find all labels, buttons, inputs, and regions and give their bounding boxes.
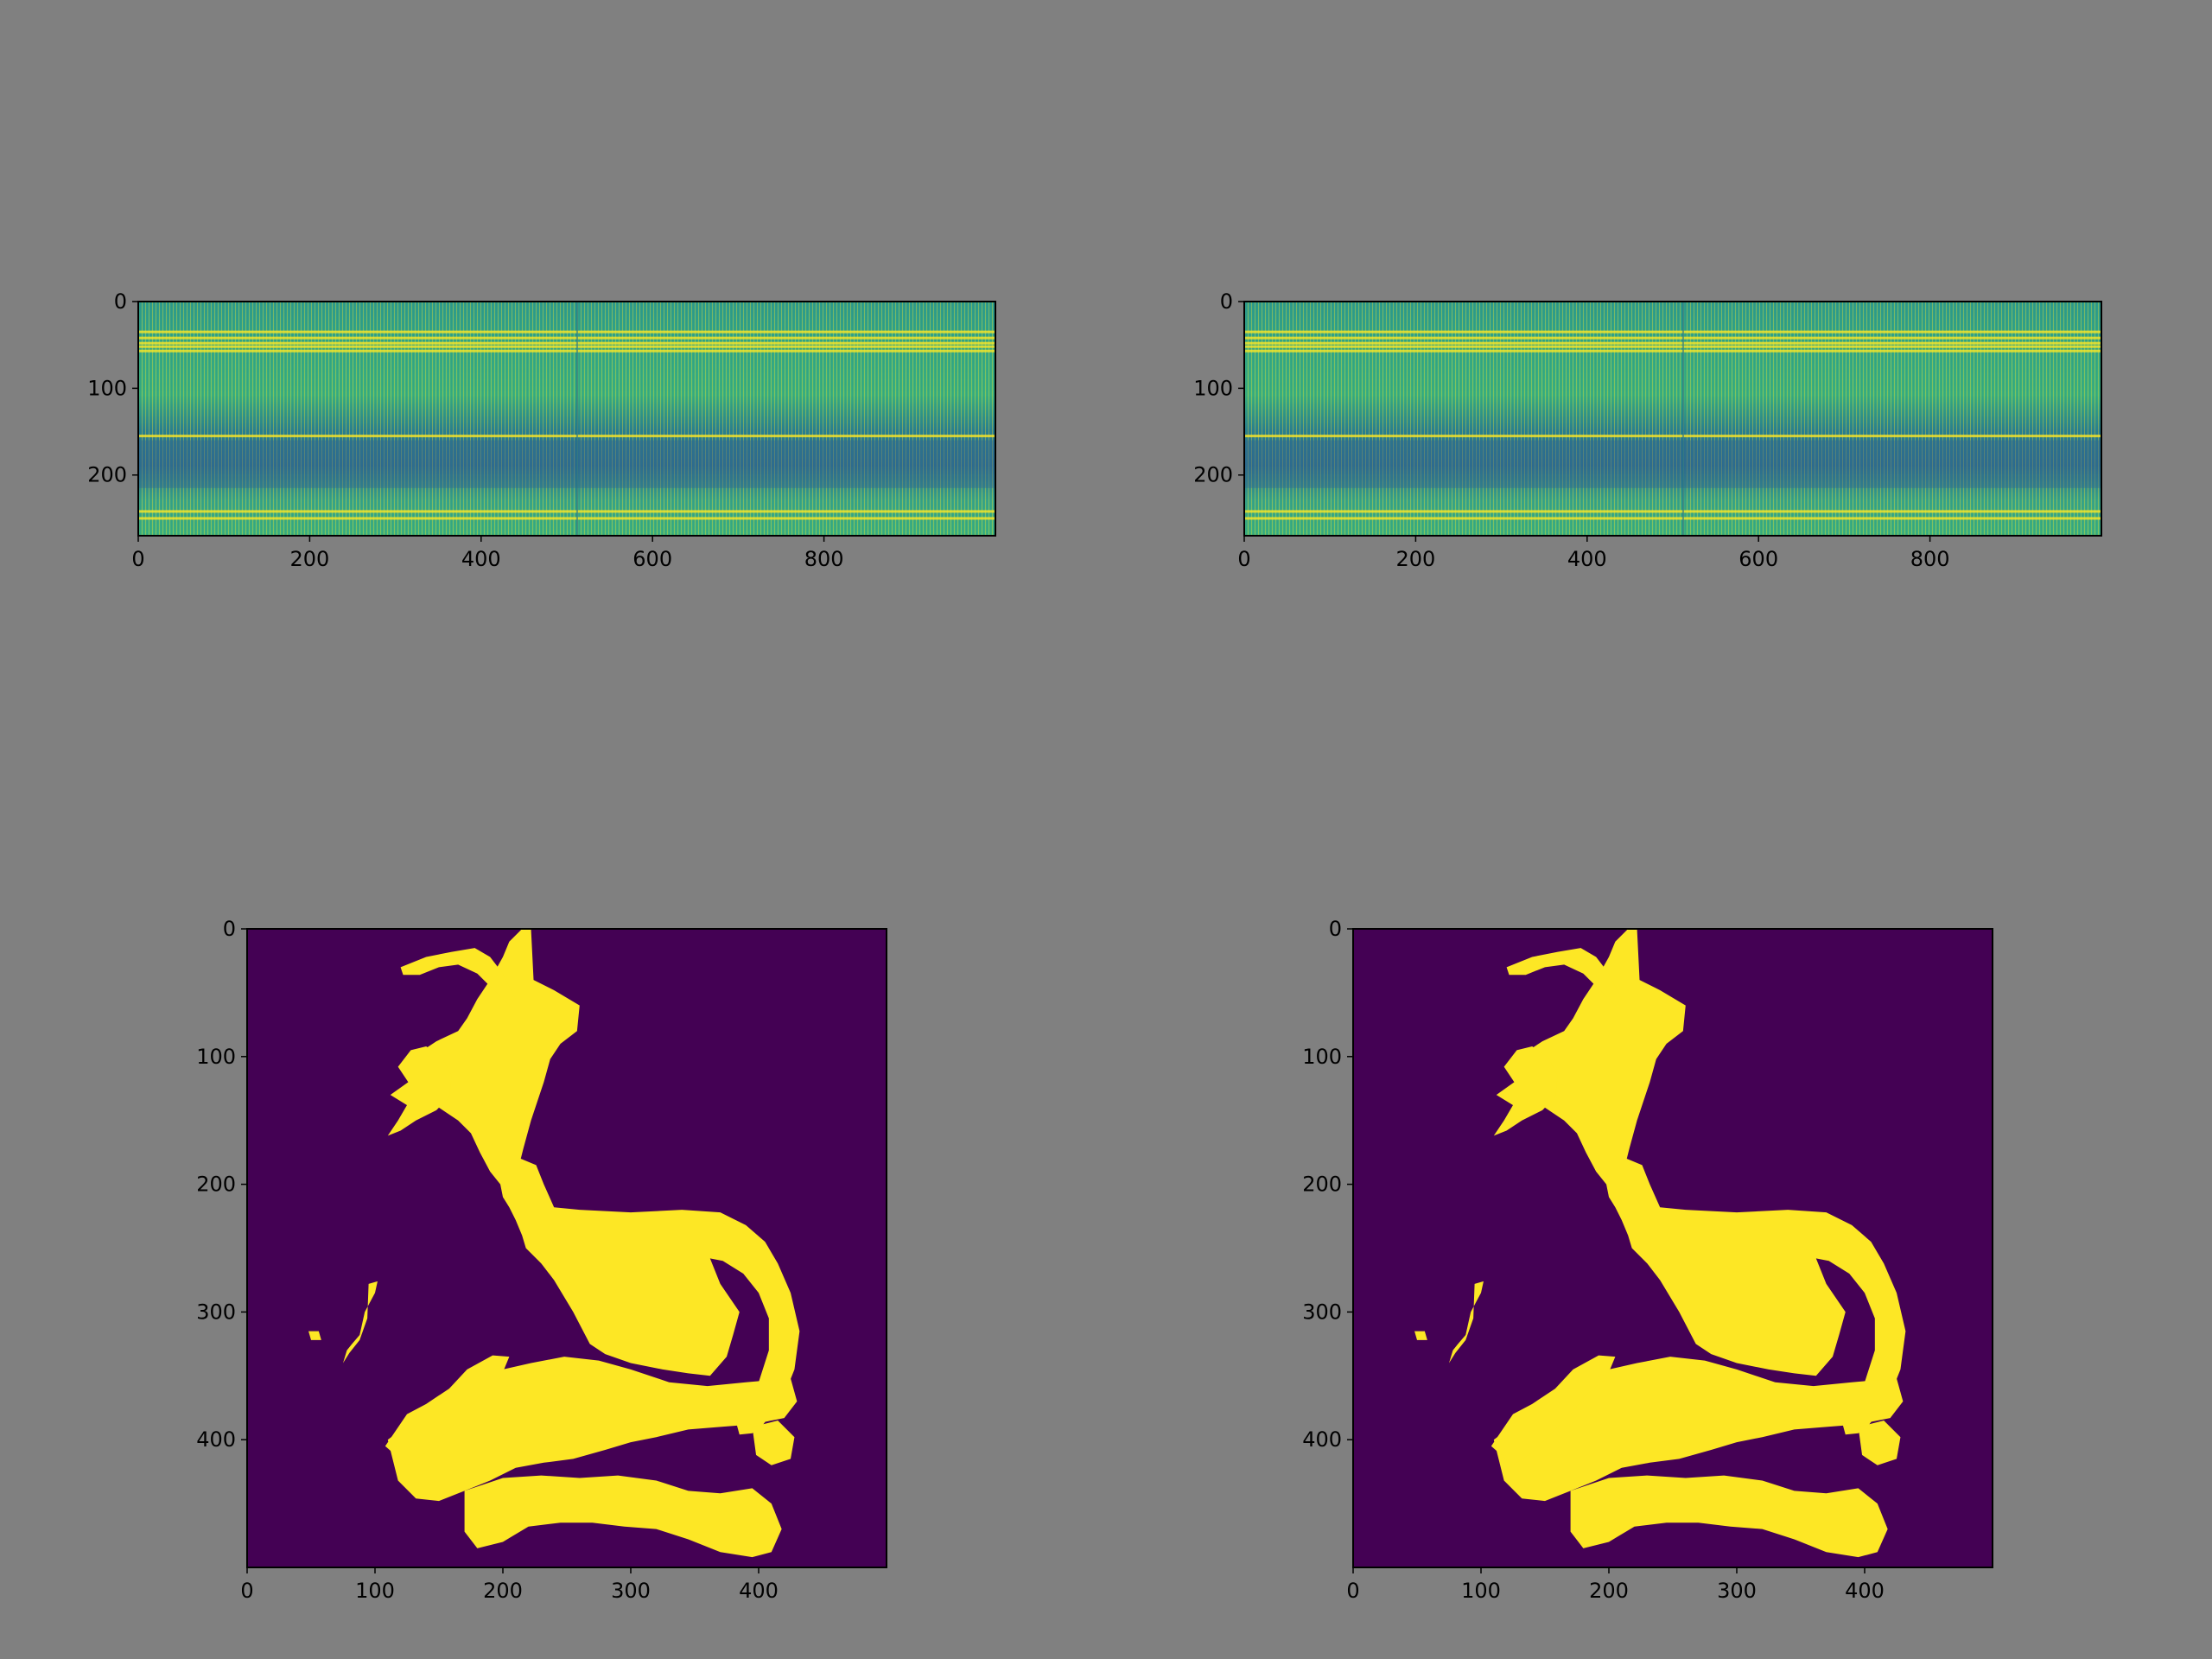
bright-row: [1244, 435, 2101, 438]
panel-top-right: 0 200 400 600 800 0 100 200: [1193, 289, 2102, 571]
x-tick-label: 800: [1910, 547, 1950, 571]
dark-band: [138, 440, 995, 488]
heatmap-stripes: [138, 302, 995, 536]
y-tick-label: 200: [1302, 1173, 1342, 1197]
axes-frame: [1243, 301, 2102, 537]
heatmap-seam: [1682, 302, 1684, 536]
x-tick-label: 200: [1395, 547, 1435, 571]
y-tick-label: 400: [196, 1427, 236, 1452]
bright-row: [138, 510, 995, 513]
bright-row: [1244, 345, 2101, 348]
bright-row: [138, 341, 995, 345]
x-tick-label: 200: [483, 1579, 523, 1603]
axes-frame: [1352, 928, 1993, 1568]
y-tick-label: 100: [196, 1045, 236, 1069]
y-tick-label: 100: [1302, 1045, 1342, 1069]
x-tick-label: 300: [611, 1579, 651, 1603]
y-tick-label: 300: [1302, 1300, 1342, 1324]
panel-top-left: 0 200 400 600 800 0 100 200: [87, 289, 996, 571]
bright-row: [1244, 349, 2101, 353]
y-tick-label: 0: [223, 917, 236, 941]
y-axis: 0 100 200 300 400: [1302, 917, 1353, 1452]
x-tick-label: 600: [632, 547, 672, 571]
heatmap-seam: [576, 302, 578, 536]
x-tick-label: 100: [355, 1579, 395, 1603]
heatmap-stripes: [1244, 302, 2101, 536]
heatmap-rows: [1244, 330, 2101, 520]
y-tick-label: 200: [196, 1173, 236, 1197]
y-axis: 0 100 200 300 400: [196, 917, 247, 1452]
x-tick-label: 0: [131, 547, 144, 571]
bright-row: [1244, 517, 2101, 520]
y-tick-label: 100: [87, 376, 127, 400]
x-tick-label: 300: [1717, 1579, 1757, 1603]
x-tick-label: 600: [1738, 547, 1778, 571]
y-tick-label: 0: [114, 289, 127, 314]
bright-row: [1244, 330, 2101, 334]
dark-band: [1244, 440, 2101, 488]
bright-row: [138, 336, 995, 340]
x-tick-label: 200: [1589, 1579, 1629, 1603]
y-tick-label: 300: [196, 1300, 236, 1324]
x-tick-label: 400: [1845, 1579, 1885, 1603]
panel-bottom-right: 0 100 200 300 400 0 100 200 300 400: [1302, 917, 1993, 1603]
bright-row: [138, 349, 995, 353]
bright-row: [1244, 510, 2101, 513]
x-axis: 0 200 400 600 800: [131, 536, 844, 571]
y-axis: 0 100 200: [1193, 289, 1244, 487]
y-axis: 0 100 200: [87, 289, 138, 487]
bright-row: [138, 345, 995, 348]
x-tick-label: 200: [289, 547, 329, 571]
x-axis: 0 100 200 300 400: [1346, 1567, 1885, 1603]
x-tick-label: 0: [240, 1579, 253, 1603]
axes-frame: [137, 301, 996, 537]
x-tick-label: 0: [1237, 547, 1250, 571]
x-tick-label: 400: [739, 1579, 779, 1603]
x-tick-label: 800: [804, 547, 844, 571]
heatmap-rows: [138, 330, 995, 520]
y-tick-label: 0: [1329, 917, 1342, 941]
x-axis: 0 100 200 300 400: [240, 1567, 779, 1603]
x-axis: 0 200 400 600 800: [1237, 536, 1950, 571]
axes-frame: [246, 928, 887, 1568]
bright-row: [138, 435, 995, 438]
y-tick-label: 200: [1193, 463, 1233, 487]
bright-row: [138, 517, 995, 520]
x-tick-label: 0: [1346, 1579, 1359, 1603]
y-tick-label: 0: [1220, 289, 1233, 314]
y-tick-label: 100: [1193, 376, 1233, 400]
x-tick-label: 400: [461, 547, 501, 571]
y-tick-label: 200: [87, 463, 127, 487]
x-tick-label: 400: [1567, 547, 1607, 571]
panel-bottom-left: 0 100 200 300 400 0 100 200 300 400: [196, 917, 887, 1603]
y-tick-label: 400: [1302, 1427, 1342, 1452]
bright-row: [1244, 341, 2101, 345]
x-tick-label: 100: [1461, 1579, 1501, 1603]
bright-row: [1244, 336, 2101, 340]
bright-row: [138, 330, 995, 334]
